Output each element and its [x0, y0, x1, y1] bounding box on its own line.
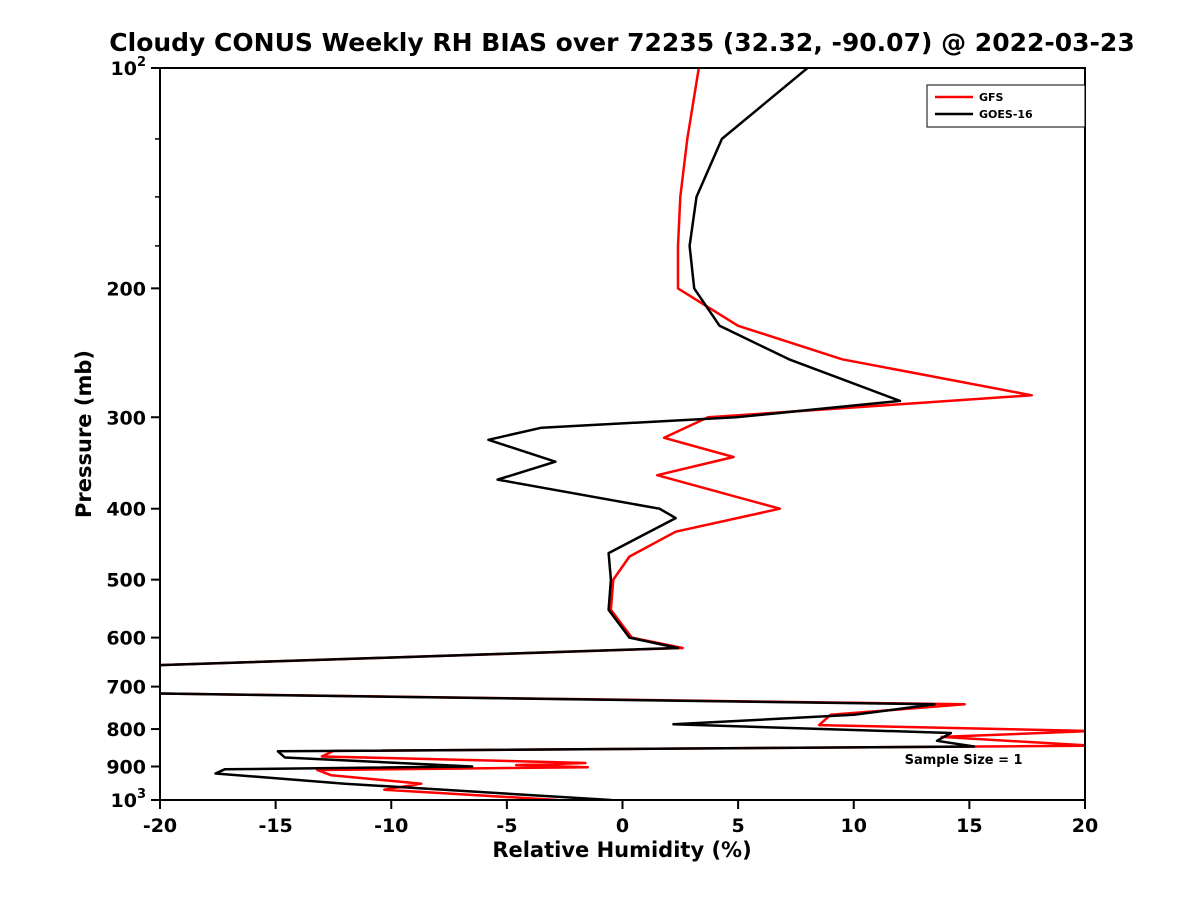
y-tick-label: 400: [106, 499, 146, 521]
x-tick-label: -20: [143, 815, 177, 837]
y-tick-label: 500: [106, 570, 146, 592]
x-axis-ticks: -20 -15 -10 -5 0 5 10 15 20: [143, 800, 1098, 837]
legend-entry-label: GFS: [979, 91, 1004, 104]
y-tick-label: 800: [106, 719, 146, 741]
x-tick-label: 10: [841, 815, 867, 837]
goes-16-line: [160, 68, 976, 800]
x-axis-label: Relative Humidity (%): [492, 838, 752, 862]
x-tick-label: 15: [956, 815, 982, 837]
series-group: [160, 68, 1085, 800]
x-tick-label: -15: [258, 815, 292, 837]
sample-size-annotation: Sample Size = 1: [905, 753, 1023, 768]
gfs-line: [160, 68, 1085, 800]
x-tick-label: -10: [374, 815, 408, 837]
y-axis-ticks: 102 200 300 400 500 600 700 800 900 103: [106, 55, 160, 812]
y-tick-label: 300: [106, 407, 146, 429]
y-tick-label: 600: [106, 628, 146, 650]
x-tick-label: -5: [496, 815, 517, 837]
y-tick-label: 103: [111, 787, 147, 812]
x-tick-label: 0: [616, 815, 629, 837]
y-tick-label: 700: [106, 677, 146, 699]
y-tick-label: 102: [111, 55, 147, 80]
y-axis-label: Pressure (mb): [72, 350, 96, 518]
y-tick-label: 900: [106, 757, 146, 779]
axes-box: [159, 67, 1086, 801]
x-tick-label: 5: [732, 815, 745, 837]
chart-title: Cloudy CONUS Weekly RH BIAS over 72235 (…: [109, 28, 1135, 57]
legend: GFS GOES-16: [926, 84, 1086, 128]
y-tick-label: 200: [106, 278, 146, 300]
legend-entry-label: GOES-16: [979, 108, 1033, 121]
x-tick-label: 20: [1072, 815, 1098, 837]
legend-box: [926, 84, 1086, 128]
